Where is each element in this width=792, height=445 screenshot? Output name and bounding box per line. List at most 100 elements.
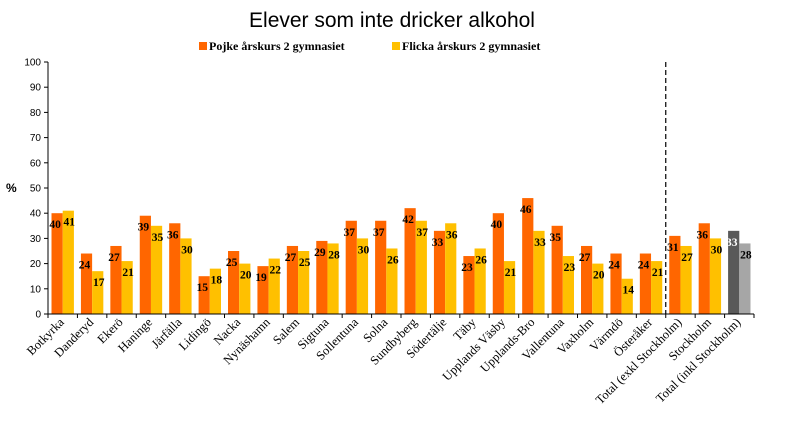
bar-flicka <box>209 268 221 314</box>
bar-flicka <box>268 258 280 314</box>
data-label-pojke: 24 <box>638 260 650 272</box>
bar-pojke <box>257 266 269 314</box>
bar-pojke <box>433 230 446 314</box>
data-label-pojke: 36 <box>697 229 709 241</box>
bar-pojke <box>316 240 328 314</box>
bar-flicka <box>562 256 574 314</box>
data-label-pojke: 35 <box>549 232 561 244</box>
data-label-pojke: 27 <box>579 252 591 264</box>
data-label-flicka: 28 <box>328 249 340 261</box>
bar-pojke <box>728 230 740 314</box>
data-label-flicka: 36 <box>446 229 458 241</box>
data-label-flicka: 37 <box>417 227 429 239</box>
bar-pojke <box>198 276 210 314</box>
y-tick-label: 90 <box>30 83 42 94</box>
data-label-flicka: 21 <box>505 267 517 279</box>
chart-title: Elever som inte dricker alkohol <box>249 9 535 32</box>
bar-pojke <box>581 245 593 314</box>
bar-flicka <box>150 225 163 314</box>
y-axis-label: % <box>6 181 17 195</box>
data-label-flicka: 27 <box>681 252 693 264</box>
y-tick-label: 10 <box>30 284 42 295</box>
data-label-pojke: 23 <box>461 262 473 274</box>
category-label: Lidingö <box>176 315 214 353</box>
y-tick-label: 20 <box>30 259 42 270</box>
data-label-flicka: 41 <box>64 217 76 229</box>
bar-flicka <box>533 230 545 314</box>
data-label-flicka: 14 <box>622 285 634 297</box>
data-label-flicka: 17 <box>93 277 105 289</box>
data-label-pojke: 24 <box>608 260 620 272</box>
bar-pojke <box>345 220 357 314</box>
data-label-flicka: 30 <box>358 244 370 256</box>
bar-pojke <box>463 256 475 314</box>
data-label-pojke: 39 <box>138 222 150 234</box>
bar-pojke <box>51 213 63 314</box>
y-tick-label: 70 <box>30 133 42 144</box>
data-label-pojke: 37 <box>373 227 385 239</box>
y-tick-label: 50 <box>30 184 42 195</box>
y-tick-label: 60 <box>30 158 42 169</box>
data-label-pojke: 46 <box>520 204 532 216</box>
bar-flicka <box>386 248 398 314</box>
data-label-pojke: 40 <box>491 219 503 231</box>
bar-flicka <box>92 271 104 314</box>
data-label-flicka: 30 <box>181 244 193 256</box>
bar-pojke <box>80 253 93 314</box>
y-axis: 0 10 20 30 40 50 60 70 80 90 100 <box>24 58 49 321</box>
bar-pojke <box>286 245 299 314</box>
bar-flicka <box>415 220 427 314</box>
data-label-flicka: 25 <box>299 257 311 269</box>
bar-flicka <box>621 278 633 314</box>
bar-flicka <box>680 245 692 314</box>
bar-pojke <box>669 235 681 314</box>
bar-flicka <box>62 210 74 314</box>
bar-flicka <box>651 261 663 314</box>
bar-flicka <box>298 251 310 314</box>
data-label-flicka: 18 <box>211 275 223 287</box>
data-label-pojke: 31 <box>667 242 679 254</box>
bar-pojke <box>110 245 122 314</box>
data-label-pojke: 37 <box>344 227 356 239</box>
data-label-pojke: 27 <box>108 252 120 264</box>
data-label-flicka: 20 <box>593 270 605 282</box>
y-tick-label: 100 <box>24 58 41 69</box>
data-label-pojke: 36 <box>167 229 179 241</box>
bar-flicka <box>709 238 722 314</box>
data-label-pojke: 40 <box>49 219 61 231</box>
data-label-flicka: 26 <box>475 254 487 266</box>
data-label-pojke: 19 <box>255 272 267 284</box>
data-label-flicka: 21 <box>122 267 134 279</box>
data-label-flicka: 21 <box>652 267 664 279</box>
bar-pojke <box>169 223 181 314</box>
data-label-pojke: 29 <box>314 247 326 259</box>
bar-pojke <box>639 253 652 314</box>
legend: Pojke årskurs 2 gymnasiet Flicka årskurs … <box>199 39 540 53</box>
data-label-flicka: 33 <box>534 237 546 249</box>
bar-pojke <box>404 208 416 314</box>
data-label-pojke: 25 <box>226 257 238 269</box>
data-label-pojke: 15 <box>196 282 208 294</box>
y-tick-label: 80 <box>30 108 42 119</box>
bar-flicka <box>356 238 369 314</box>
legend-label-flicka: Flicka årskurs 2 gymnasiet <box>402 39 540 53</box>
bar-pojke <box>492 213 504 314</box>
bar-pojke <box>228 251 240 314</box>
y-tick-label: 0 <box>35 310 41 321</box>
data-label-flicka: 30 <box>711 244 723 256</box>
data-label-flicka: 35 <box>152 232 164 244</box>
bar-flicka <box>474 248 486 314</box>
data-label-pojke: 24 <box>79 260 91 272</box>
y-tick-label: 30 <box>30 234 42 245</box>
bar-flicka <box>180 238 192 314</box>
bar-pojke <box>375 220 387 314</box>
bar-pojke <box>610 253 622 314</box>
data-label-flicka: 26 <box>387 254 399 266</box>
data-label-flicka: 28 <box>740 249 752 261</box>
bar-pojke <box>522 198 534 314</box>
data-label-pojke: 33 <box>726 237 738 249</box>
data-label-flicka: 23 <box>564 262 576 274</box>
bar-flicka <box>239 263 251 314</box>
